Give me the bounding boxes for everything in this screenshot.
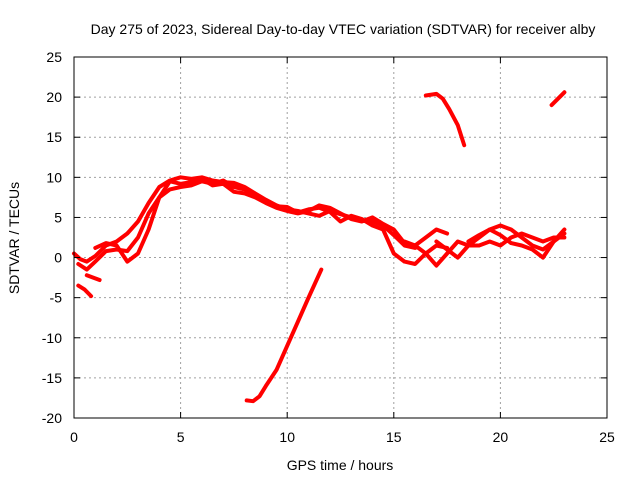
x-tick-label: 25 bbox=[599, 429, 615, 445]
series-arc-10 bbox=[549, 90, 567, 108]
y-tick-label: -10 bbox=[42, 330, 62, 346]
axis-ticks: 0 5 10 15 20 25 -20 -15 -10 -5 0 5 10 15 20 25 bbox=[42, 49, 615, 445]
series-arc-8 bbox=[466, 227, 567, 260]
x-tick-label: 15 bbox=[386, 429, 402, 445]
y-tick-label: -5 bbox=[50, 290, 63, 306]
x-tick-label: 0 bbox=[70, 429, 78, 445]
y-tick-label: 20 bbox=[46, 89, 62, 105]
series-arc-9 bbox=[423, 91, 467, 148]
x-tick-label: 20 bbox=[493, 429, 509, 445]
y-tick-label: 15 bbox=[46, 129, 62, 145]
y-tick-label: 0 bbox=[54, 250, 62, 266]
plot-series bbox=[72, 90, 567, 404]
y-tick-label: -20 bbox=[42, 410, 62, 426]
y-tick-label: 25 bbox=[46, 49, 62, 65]
series-arc-11 bbox=[244, 267, 324, 404]
y-tick-label: -15 bbox=[42, 370, 62, 386]
x-tick-label: 10 bbox=[279, 429, 295, 445]
y-axis-label: SDTVAR / TECUs bbox=[6, 182, 22, 294]
series-arc-5 bbox=[84, 273, 102, 282]
series-arc-3 bbox=[93, 176, 450, 264]
chart-title: Day 275 of 2023, Sidereal Day-to-day VTE… bbox=[91, 21, 596, 37]
series-arc-7 bbox=[434, 231, 567, 260]
y-tick-label: 5 bbox=[54, 209, 62, 225]
x-axis-label: GPS time / hours bbox=[287, 457, 394, 473]
grid bbox=[74, 57, 607, 418]
series-arc-4 bbox=[76, 283, 94, 299]
plot-frame bbox=[73, 56, 608, 419]
y-tick-label: 10 bbox=[46, 169, 62, 185]
x-tick-label: 5 bbox=[177, 429, 185, 445]
